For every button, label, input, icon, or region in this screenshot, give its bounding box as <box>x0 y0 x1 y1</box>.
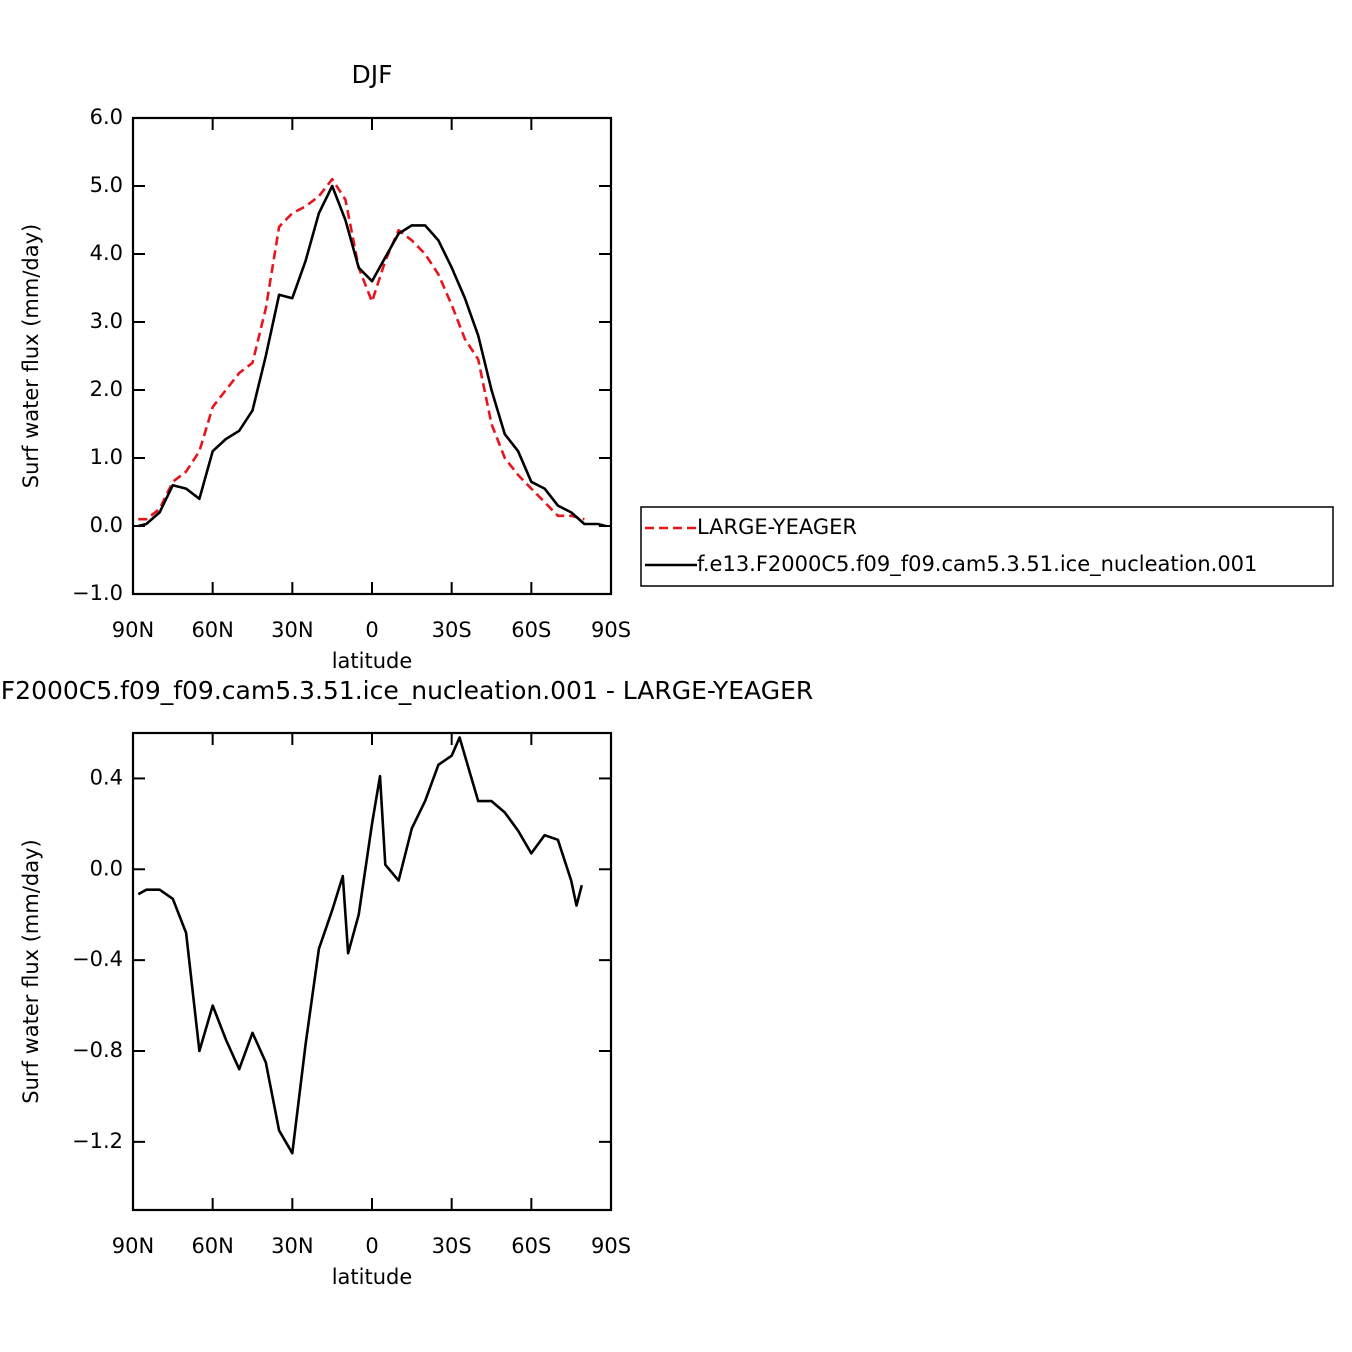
plot-frame <box>131 116 613 596</box>
y-axis-label: Surf water flux (mm/day) <box>19 224 43 489</box>
y-axis-label: Surf water flux (mm/day) <box>19 839 43 1104</box>
y-tick-label: −0.8 <box>72 1038 123 1062</box>
y-tick-label: 0.4 <box>90 765 123 789</box>
y-tick-label: 2.0 <box>90 377 123 401</box>
data-line <box>138 177 585 521</box>
x-tick-label: 60S <box>511 618 551 642</box>
y-tick-label: 0.0 <box>90 856 123 880</box>
x-tick-label: 30N <box>271 618 313 642</box>
x-tick-label: 60N <box>191 618 233 642</box>
y-tick-label: −1.0 <box>72 581 123 605</box>
x-axis-label: latitude <box>332 649 413 673</box>
chart-title: DJF <box>351 60 392 89</box>
legend-label: f.e13.F2000C5.f09_f09.cam5.3.51.ice_nucl… <box>697 552 1257 577</box>
x-tick-label: 60N <box>191 1234 233 1258</box>
x-tick-label: 90N <box>112 618 154 642</box>
chart-title: f.e13.F2000C5.f09_f09.cam5.3.51.ice_nucl… <box>0 676 813 705</box>
y-tick-label: 6.0 <box>90 105 123 129</box>
x-tick-label: 60S <box>511 1234 551 1258</box>
x-tick-label: 90S <box>591 618 631 642</box>
y-tick-label: 3.0 <box>90 309 123 333</box>
y-tick-label: 4.0 <box>90 241 123 265</box>
y-tick-label: 5.0 <box>90 173 123 197</box>
x-tick-label: 90N <box>112 1234 154 1258</box>
y-tick-label: 0.0 <box>90 513 123 537</box>
x-tick-label: 90S <box>591 1234 631 1258</box>
y-tick-label: −1.2 <box>72 1129 123 1153</box>
y-tick-label: −0.4 <box>72 947 123 971</box>
y-tick-label: 1.0 <box>90 445 123 469</box>
data-line <box>137 184 607 528</box>
x-tick-label: 30S <box>432 1234 472 1258</box>
x-tick-label: 0 <box>365 618 378 642</box>
x-axis-label: latitude <box>332 1265 413 1289</box>
data-line <box>137 736 584 1155</box>
legend-box <box>640 506 1334 587</box>
legend-label: LARGE-YEAGER <box>697 515 857 539</box>
x-tick-label: 30S <box>432 618 472 642</box>
x-tick-label: 30N <box>271 1234 313 1258</box>
x-tick-label: 0 <box>365 1234 378 1258</box>
plot-frame <box>131 731 613 1212</box>
